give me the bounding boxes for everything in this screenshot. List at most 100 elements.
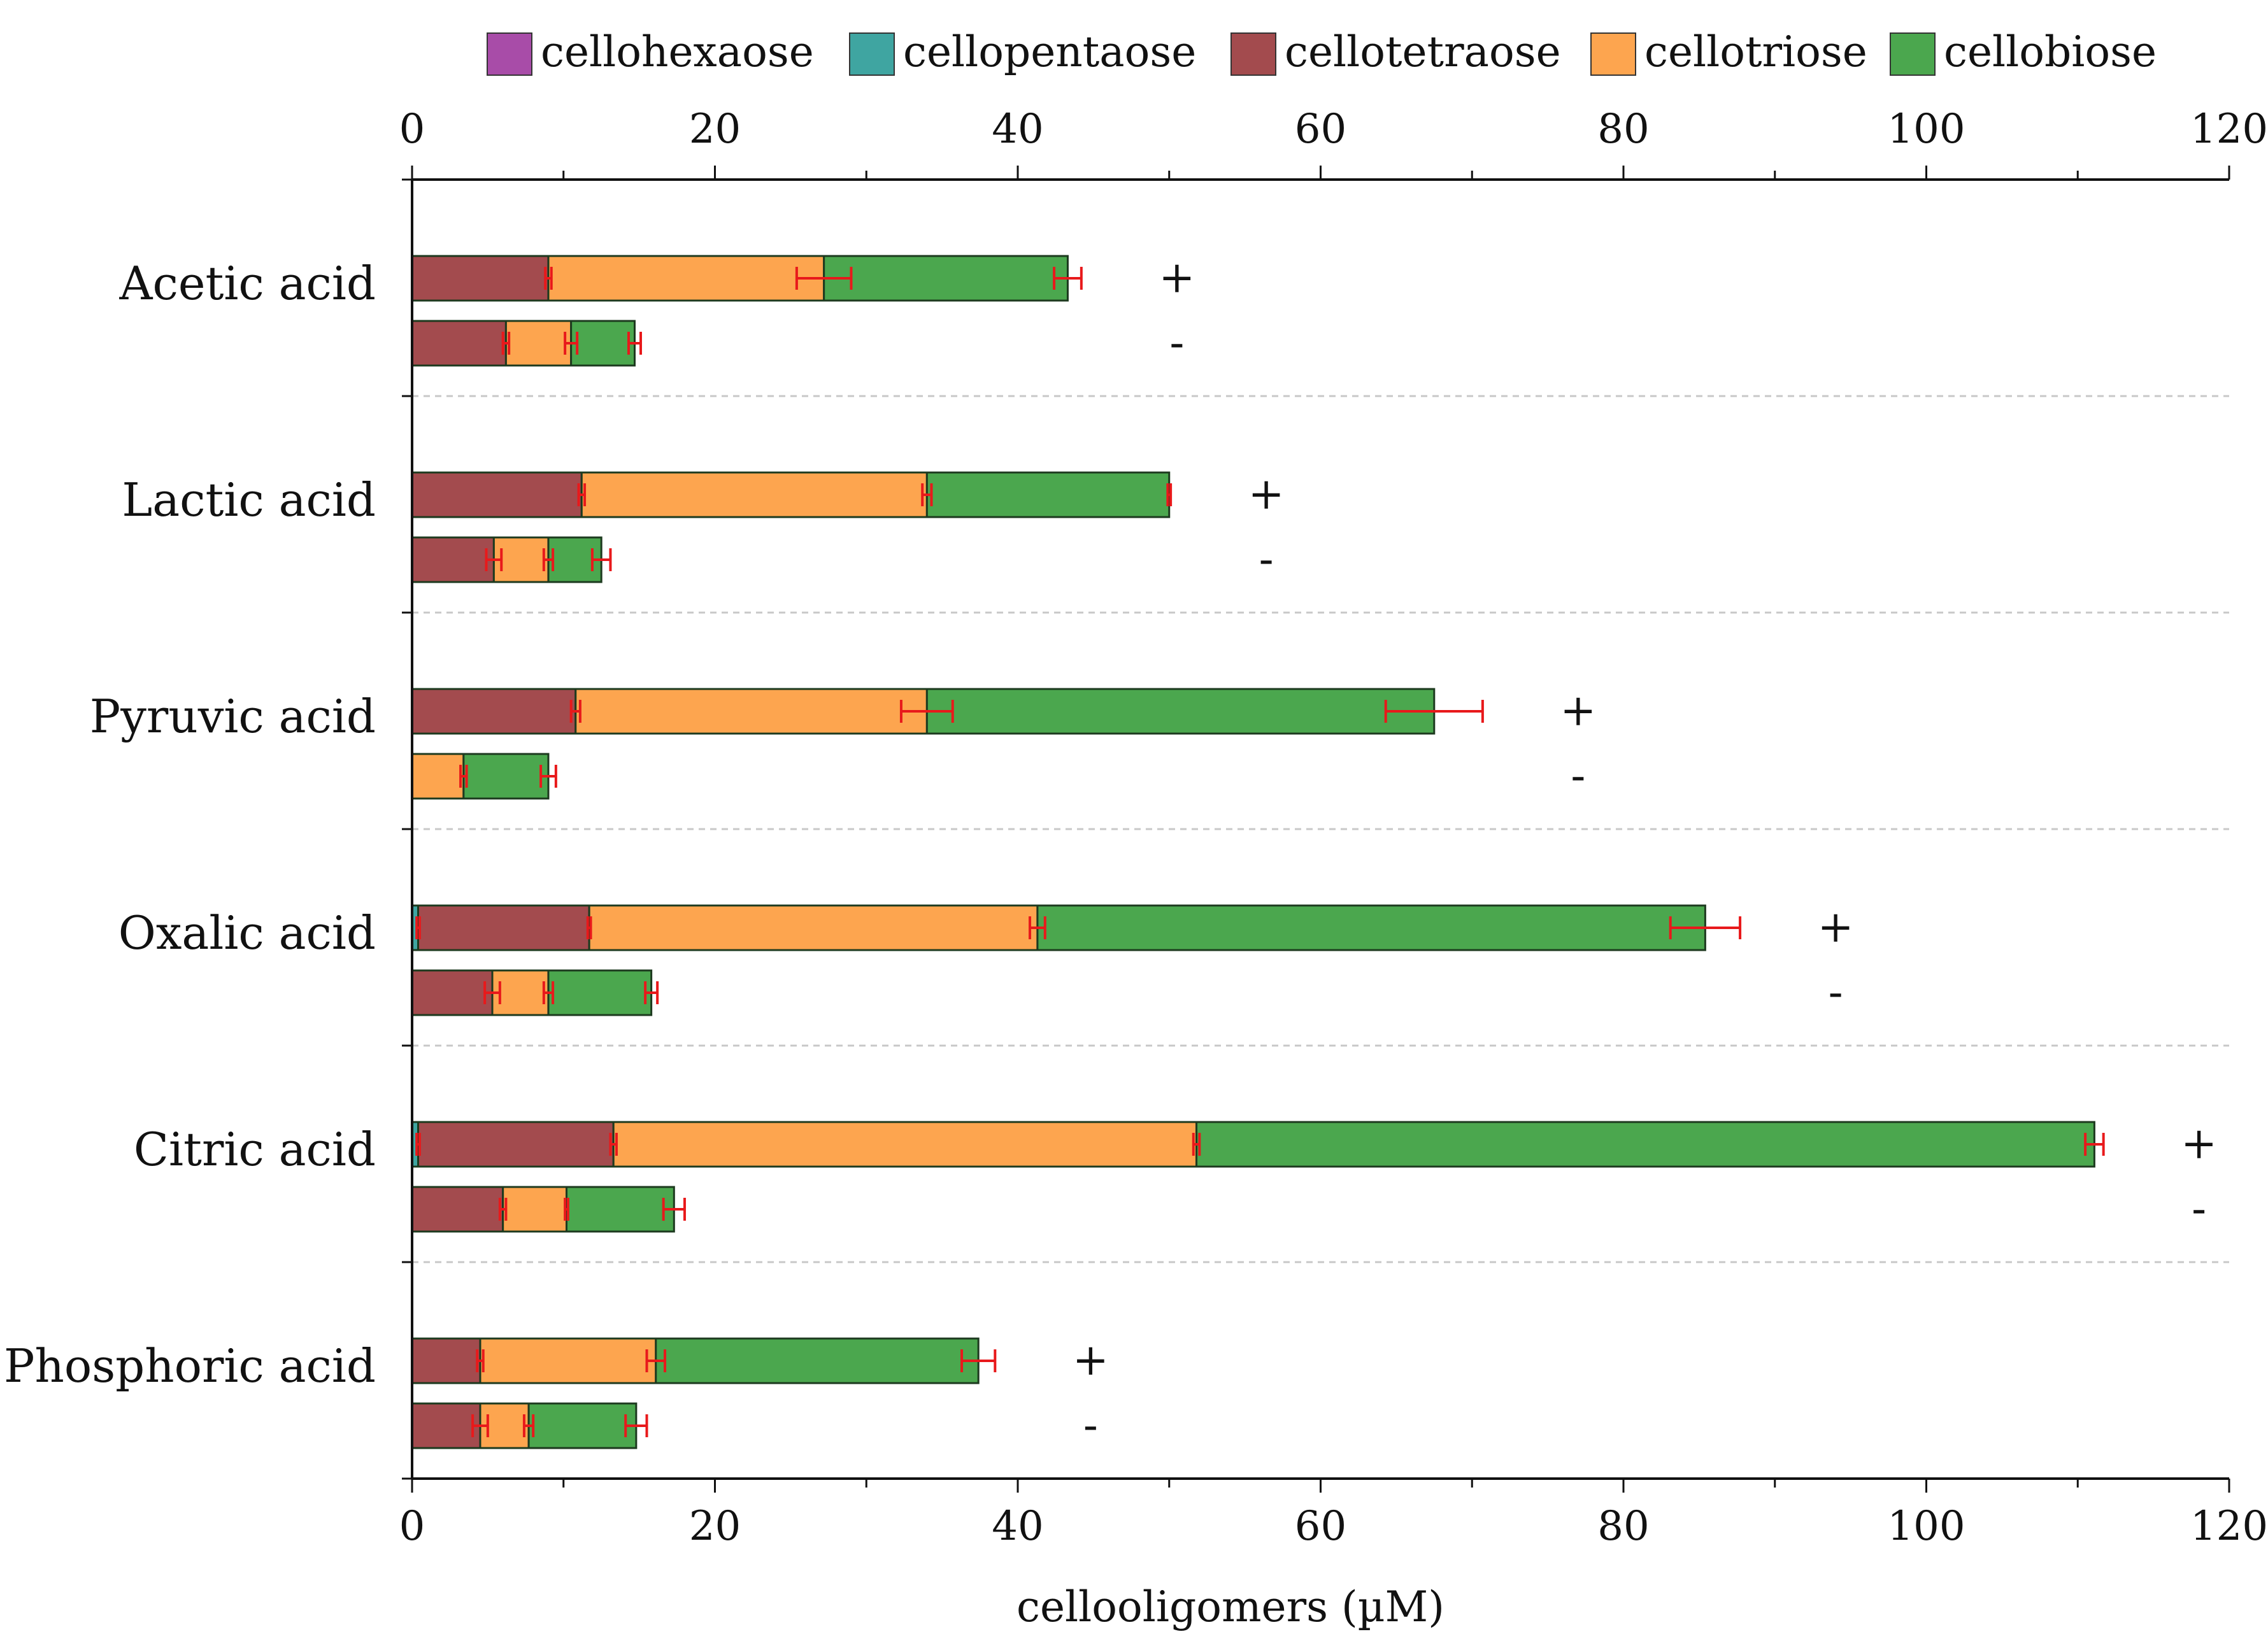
legend-swatch: [849, 32, 895, 76]
bottom-tick-label: 40: [992, 1503, 1043, 1550]
bar-segment-cellotetraose: [411, 255, 550, 302]
bar-sign-label: +: [1248, 469, 1285, 520]
bar-segment-cellotriose: [574, 688, 928, 735]
legend-item-cellotetraose: cellotetraose: [1230, 27, 1561, 76]
bar-segment-cellotetraose: [411, 1337, 481, 1384]
top-tick-label: 60: [1295, 106, 1346, 153]
bar-sign-label: +: [1818, 902, 1854, 953]
legend-label: cellotriose: [1644, 27, 1867, 76]
legend-swatch: [1230, 32, 1276, 76]
category-label: Citric acid: [134, 1123, 376, 1176]
bar-segment-cellotetraose: [411, 320, 507, 367]
bar-segment-cellotetraose: [411, 1402, 481, 1449]
category-label: Acetic acid: [119, 257, 376, 310]
error-bar-cellotetraose: [569, 700, 581, 723]
top-tick-label: 120: [2190, 106, 2268, 153]
category-label: Lactic acid: [122, 473, 376, 527]
legend-item-cellohexaose: cellohexaose: [487, 27, 814, 76]
error-bar-cellobiose: [1053, 267, 1083, 290]
error-bar-cellotetraose: [609, 1133, 618, 1156]
error-bar-cellobiose: [627, 332, 643, 355]
bar-lactic-acid-minus: [411, 536, 603, 583]
bar-segment-cellotriose: [479, 1337, 657, 1384]
legend-item-cellotriose: cellotriose: [1590, 27, 1867, 76]
bar-segment-cellotetraose: [411, 688, 577, 735]
bar-segment-cellotriose: [580, 471, 928, 518]
bar-segment-cellotriose: [588, 904, 1039, 951]
error-bar-cellotetraose: [498, 1198, 508, 1221]
bar-segment-cellotriose: [612, 1121, 1198, 1168]
error-bars: [415, 267, 2105, 1437]
error-bar-cellopentaose: [415, 916, 421, 939]
bar-phosphoric-acid-plus: [411, 1337, 980, 1384]
bar-oxalic-acid-minus: [411, 969, 653, 1016]
bar-citric-acid-plus: [411, 1121, 2095, 1168]
bar-segment-cellotriose: [411, 753, 465, 800]
legend-label: cellopentaose: [903, 27, 1196, 76]
bar-sign-label: -: [1083, 1400, 1098, 1451]
category-separators: [412, 395, 2229, 1263]
bar-citric-acid-minus: [411, 1186, 675, 1233]
bar-sign-label: -: [1169, 318, 1184, 368]
bottom-tick-label: 100: [1887, 1503, 1965, 1550]
bar-segment-cellobiose: [547, 969, 653, 1016]
top-tick-label: 20: [689, 106, 741, 153]
error-bar-cellotriose: [459, 765, 468, 788]
bar-sign-label: -: [1829, 967, 1843, 1018]
error-bar-cellotriose: [542, 548, 555, 571]
error-bar-cellobiose: [1166, 483, 1173, 506]
error-bar-cellobiose: [1669, 916, 1742, 939]
error-bar-cellotetraose: [476, 1349, 485, 1372]
error-bar-cellobiose: [960, 1349, 997, 1372]
error-bar-cellotriose: [795, 267, 853, 290]
error-bar-cellotetraose: [471, 1414, 489, 1437]
error-bar-cellobiose: [590, 548, 612, 571]
category-label: Oxalic acid: [118, 906, 376, 960]
bar-acetic-acid-plus: [411, 255, 1069, 302]
x-axis-title: cellooligomers (µM): [1016, 1582, 1444, 1631]
bar-sign-label: -: [1571, 751, 1585, 801]
bar-segment-cellobiose: [527, 1402, 638, 1449]
top-tick-label: 40: [992, 106, 1043, 153]
error-bar-cellopentaose: [415, 1133, 421, 1156]
error-bar-cellobiose: [1384, 700, 1484, 723]
error-bar-cellotetraose: [577, 483, 587, 506]
bar-segment-cellobiose: [1036, 904, 1706, 951]
error-bar-cellotriose: [899, 700, 954, 723]
error-bar-cellotriose: [1029, 916, 1046, 939]
error-bar-cellotetraose: [485, 548, 503, 571]
error-bar-cellotriose: [564, 1198, 569, 1221]
legend-item-cellopentaose: cellopentaose: [849, 27, 1196, 76]
bar-sign-label: +: [1159, 253, 1195, 303]
error-bar-cellobiose: [624, 1414, 648, 1437]
bar-segment-cellobiose: [570, 320, 636, 367]
bottom-tick-label: 0: [399, 1503, 425, 1550]
top-tick-label: 80: [1597, 106, 1649, 153]
bar-segment-cellobiose: [925, 471, 1171, 518]
legend-swatch: [1890, 32, 1936, 76]
bar-segment-cellotetraose: [417, 904, 590, 951]
bar-segment-cellotetraose: [411, 969, 494, 1016]
error-bar-cellotetraose: [586, 916, 592, 939]
bar-sign-label: +: [2181, 1119, 2217, 1169]
error-bar-cellobiose: [539, 765, 557, 788]
bar-oxalic-acid-plus: [411, 904, 1706, 951]
legend-swatch: [1590, 32, 1636, 76]
bars: [411, 255, 2095, 1449]
bar-lactic-acid-plus: [411, 471, 1171, 518]
bar-segment-cellotetraose: [411, 471, 583, 518]
bottom-tick-label: 80: [1597, 1503, 1649, 1550]
bar-segment-cellobiose: [462, 753, 550, 800]
error-bar-cellotriose: [522, 1414, 535, 1437]
error-bar-cellotriose: [921, 483, 933, 506]
bar-segment-cellotetraose: [411, 1186, 504, 1233]
bar-pyruvic-acid-plus: [411, 688, 1436, 735]
error-bar-cellotetraose: [544, 267, 553, 290]
legend-item-cellobiose: cellobiose: [1890, 27, 2157, 76]
bar-segment-cellotriose: [502, 1186, 568, 1233]
bar-segment-cellobiose: [823, 255, 1069, 302]
bar-sign-label: +: [1560, 686, 1596, 736]
error-bar-cellotriose: [542, 981, 555, 1004]
